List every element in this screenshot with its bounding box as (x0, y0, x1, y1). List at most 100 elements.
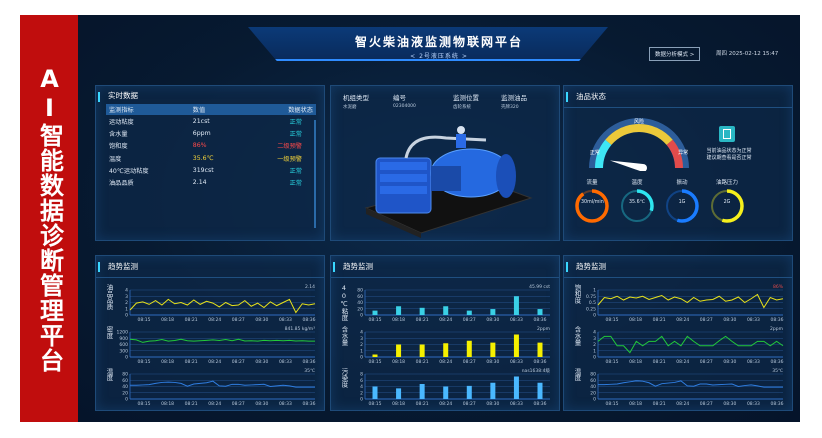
series-line (129, 298, 316, 314)
table-row[interactable]: 油品品质 2.14 正常 (106, 176, 316, 188)
x-tick-label: 08:18 (161, 401, 174, 407)
chart-annotation: 2.14 (305, 284, 315, 290)
bar[interactable] (419, 344, 425, 358)
x-tick-label: 08:33 (279, 401, 292, 407)
y-tick-label: 8 (360, 372, 363, 378)
trend-chart: 密度 0 300 600 900 1200 08:15 08:18 08:21 08:24 08:2… (100, 324, 322, 366)
trend-panel-right: 趋势监测 饱和度 0 0.25 0.5 0.75 1 08:15 08:18 08:21 08:24… (563, 255, 793, 411)
chart-annotation: 35℃ (772, 368, 783, 374)
bar[interactable] (372, 386, 378, 400)
gauge-segment-label: 正常 (590, 149, 600, 156)
ring-label: 振动 (676, 180, 688, 186)
y-tick-label: 80 (122, 372, 128, 378)
trend-panel-left: 趋势监测 油品品质 0 1 2 3 4 08:15 08:18 08:21 08:24 08:27 08… (95, 255, 325, 411)
bar[interactable] (537, 382, 543, 399)
metric-value: 21cst (192, 117, 210, 125)
y-tick-label: 0 (593, 313, 596, 319)
gauge-needle (609, 160, 643, 171)
status-message: 当前油品状态为正常 建议期查看是否正常 (694, 148, 764, 162)
metric-value: 86% (192, 142, 207, 150)
datetime: 周四 2025-02-12 15:47 (716, 51, 779, 57)
info-value: 水泥磨 (343, 105, 357, 110)
x-tick-label: 08:15 (369, 317, 382, 323)
x-tick-label: 08:33 (510, 359, 523, 365)
bar[interactable] (466, 310, 472, 315)
scrollbar[interactable] (314, 120, 316, 228)
ring-fill (665, 189, 699, 223)
bar[interactable] (443, 386, 449, 400)
x-tick-label: 08:21 (185, 359, 198, 365)
ring-chart (665, 189, 699, 223)
bar[interactable] (513, 334, 519, 358)
message-line: 建议期查看是否正常 (706, 155, 752, 161)
table-row[interactable]: 运动粘度 21cst 正常 (106, 115, 316, 127)
bar[interactable] (372, 310, 378, 315)
y-tick-label: 0 (593, 355, 596, 361)
bar[interactable] (396, 306, 402, 315)
chart-ylabel: 温度 (105, 368, 113, 381)
bar[interactable] (443, 306, 449, 315)
ring-value: 35.6℃ (628, 200, 646, 205)
bar[interactable] (443, 343, 449, 357)
oil-status-panel: 油品状态 正常 风险 异常 当前油品状态为正常 建议期查看是否正常 流量 30ml/mi… (563, 85, 793, 241)
bar[interactable] (513, 376, 519, 400)
bar[interactable] (419, 307, 425, 315)
x-tick-label: 08:21 (416, 317, 429, 323)
x-tick-label: 08:27 (700, 401, 713, 407)
bar[interactable] (490, 309, 496, 315)
bar[interactable] (466, 340, 472, 357)
trend-chart: 40℃粘度 0 20 40 60 80 08:15 08:18 08:21 08:24 08:27 0… (335, 282, 557, 324)
x-tick-label: 08:21 (653, 401, 666, 407)
table-row[interactable]: 40℃运动粘度 319cst 正常 (106, 164, 316, 176)
col-header: 数据状态 (239, 104, 316, 115)
x-tick-label: 08:30 (723, 401, 736, 407)
y-tick-label: 300 (119, 348, 128, 354)
trend-chart: 含水量 0 1 2 3 4 08:15 08:18 08:21 08:24 08:27 08:30 08… (335, 324, 557, 366)
y-tick-label: 20 (590, 390, 596, 396)
x-tick-label: 08:21 (653, 317, 666, 323)
bar[interactable] (419, 384, 425, 399)
x-tick-label: 08:30 (486, 317, 499, 323)
table-row[interactable]: 温度 35.6℃ 一级预警 (106, 152, 316, 164)
y-tick-label: 40 (590, 384, 596, 390)
header: 智火柴油液监测物联网平台 < 2号液压系统 > 数据分析模式 > 周四 2025… (78, 15, 800, 70)
chart-ylabel: 含水量 (573, 326, 581, 346)
info-value: 齿轮系统 (453, 105, 471, 110)
bar[interactable] (372, 354, 378, 358)
bar[interactable] (466, 385, 472, 399)
bar[interactable] (513, 296, 519, 315)
realtime-table: 监测指标 数值 数据状态 运动粘度 21cst 正常 含水量 6ppm 正常 饱和度 86% 二… (106, 104, 316, 189)
x-tick-label: 08:36 (534, 359, 547, 365)
x-tick-label: 08:27 (463, 401, 476, 407)
trend-chart: 温度 0 20 40 60 80 08:15 08:18 08:21 08:24 08:27 08:3… (100, 366, 322, 408)
x-tick-label: 08:36 (771, 359, 784, 365)
y-tick-label: 4 (360, 384, 363, 390)
bar[interactable] (490, 342, 496, 357)
x-tick-label: 08:30 (486, 401, 499, 407)
bar[interactable] (537, 309, 543, 315)
info-label: 机组类型 (343, 94, 369, 102)
table-row[interactable]: 饱和度 86% 二级预警 (106, 140, 316, 152)
analysis-mode-button[interactable]: 数据分析模式 > (649, 47, 701, 61)
y-tick-label: 20 (357, 306, 363, 312)
y-tick-label: 4 (125, 288, 128, 294)
ring-chart (575, 189, 609, 223)
bar[interactable] (537, 342, 543, 357)
bar[interactable] (396, 344, 402, 358)
y-tick-label: 1 (593, 348, 596, 354)
x-tick-label: 08:36 (303, 359, 316, 365)
bar[interactable] (490, 382, 496, 399)
bar[interactable] (396, 388, 402, 399)
table-row[interactable]: 含水量 6ppm 正常 (106, 127, 316, 139)
x-tick-label: 08:27 (700, 359, 713, 365)
system-selector[interactable]: < 2号液压系统 > (410, 53, 468, 60)
banner-text: AI智能数据诊断管理平台 (35, 64, 64, 373)
x-tick-label: 08:27 (463, 359, 476, 365)
col-header: 数值 (189, 104, 240, 115)
x-tick-label: 08:27 (700, 317, 713, 323)
x-tick-label: 08:21 (185, 317, 198, 323)
ring-gauge-1: 温度 35.6℃ (617, 178, 657, 233)
panel-title: 趋势监测 (331, 256, 559, 278)
